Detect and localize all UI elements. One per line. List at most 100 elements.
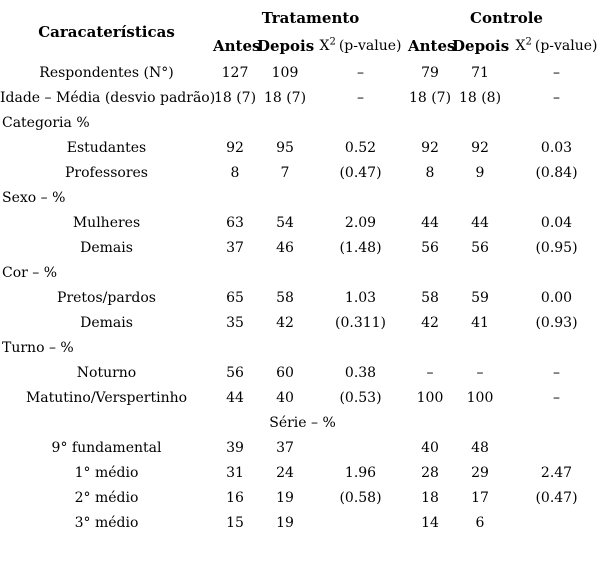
value-cell xyxy=(213,260,257,285)
table-row: 3° médio 15 19 14 6 xyxy=(0,510,605,535)
value-cell xyxy=(257,185,313,210)
value-cell: 58 xyxy=(421,289,439,306)
value-cell: 41 xyxy=(471,314,489,331)
value-cell: 18 xyxy=(421,489,439,506)
value-cell xyxy=(313,185,408,210)
value-cell: 6 xyxy=(475,514,485,531)
value-cell: 37 xyxy=(226,239,244,256)
value-cell: 15 xyxy=(226,514,244,531)
row-label: Categoria % xyxy=(2,114,90,131)
value-cell: 100 xyxy=(466,389,494,406)
value-cell: 8 xyxy=(230,164,240,181)
value-cell xyxy=(213,110,257,135)
row-label: 9° fundamental xyxy=(51,439,162,456)
value-cell: 18 (7) xyxy=(263,89,307,106)
chi-symbol: X xyxy=(515,38,526,54)
value-cell: 29 xyxy=(471,464,489,481)
table-row: Professores 8 7 (0.47) 8 9 (0.84) xyxy=(0,160,605,185)
value-cell: (0.311) xyxy=(335,314,387,331)
value-cell: 0.00 xyxy=(540,289,573,306)
value-cell xyxy=(313,110,408,135)
value-cell: 60 xyxy=(276,364,294,381)
value-cell xyxy=(313,260,408,285)
row-label: Pretos/pardos xyxy=(57,289,156,306)
value-cell: 17 xyxy=(471,489,489,506)
value-cell: 63 xyxy=(226,214,244,231)
value-cell: 19 xyxy=(276,514,294,531)
value-cell: 46 xyxy=(276,239,294,256)
value-cell xyxy=(213,185,257,210)
value-cell: 44 xyxy=(226,389,244,406)
value-cell xyxy=(508,335,605,360)
row-label: Professores xyxy=(65,164,148,181)
value-cell: 9 xyxy=(475,164,485,181)
value-cell xyxy=(408,260,452,285)
value-cell xyxy=(508,110,605,135)
value-cell: 56 xyxy=(421,239,439,256)
sub-header-row: Antes Depois X2 (p-value) Antes Depois X2… xyxy=(0,32,605,60)
value-cell: 92 xyxy=(421,139,439,156)
value-cell: 18 (8) xyxy=(458,89,502,106)
treatment-chi-pvalue-header: X2 (p-value) xyxy=(313,32,408,60)
value-cell: 127 xyxy=(221,64,249,81)
row-label: Sexo – % xyxy=(2,189,66,206)
value-cell xyxy=(452,110,508,135)
value-cell: 0.04 xyxy=(540,214,573,231)
treatment-antes-header: Antes xyxy=(213,37,261,55)
section-row: Categoria % xyxy=(0,110,605,135)
row-label: Matutino/Verspertinho xyxy=(25,389,188,406)
value-cell: 109 xyxy=(271,64,299,81)
value-cell xyxy=(508,185,605,210)
value-cell: (0.58) xyxy=(339,489,382,506)
table-row: Demais 37 46 (1.48) 56 56 (0.95) xyxy=(0,235,605,260)
value-cell: – xyxy=(357,64,364,81)
value-cell: 35 xyxy=(226,314,244,331)
section-row: Turno – % xyxy=(0,335,605,360)
value-cell: 2.47 xyxy=(540,464,573,481)
value-cell: 100 xyxy=(416,389,444,406)
value-cell: 8 xyxy=(425,164,435,181)
value-cell: – xyxy=(553,64,561,81)
value-cell: 42 xyxy=(276,314,294,331)
value-cell: 79 xyxy=(421,64,439,81)
value-cell: 24 xyxy=(276,464,294,481)
row-label: Cor – % xyxy=(2,264,58,281)
value-cell: 44 xyxy=(421,214,439,231)
value-cell: – xyxy=(357,89,364,106)
value-cell xyxy=(408,110,452,135)
value-cell xyxy=(452,185,508,210)
chi-superscript: 2 xyxy=(525,36,532,48)
control-chi-pvalue-header: X2 (p-value) xyxy=(508,32,605,60)
value-cell xyxy=(257,335,313,360)
row-label: 2° médio xyxy=(74,489,139,506)
value-cell: 56 xyxy=(471,239,489,256)
value-cell: 16 xyxy=(226,489,244,506)
pvalue-label: (p-value) xyxy=(534,38,598,54)
value-cell xyxy=(313,510,408,535)
value-cell: 2.09 xyxy=(344,214,377,231)
value-cell xyxy=(452,260,508,285)
table-row: Noturno 56 60 0.38 – – – xyxy=(0,360,605,385)
value-cell xyxy=(508,435,605,460)
value-cell: 58 xyxy=(276,289,294,306)
value-cell: 0.03 xyxy=(540,139,573,156)
value-cell: 65 xyxy=(226,289,244,306)
row-label: Demais xyxy=(80,239,133,256)
value-cell: 28 xyxy=(421,464,439,481)
value-cell xyxy=(508,260,605,285)
value-cell: 0.38 xyxy=(344,364,377,381)
table-row: Estudantes 92 95 0.52 92 92 0.03 xyxy=(0,135,605,160)
group-header-row: Caracaterísticas Tratamento Controle xyxy=(0,4,605,41)
value-cell: 1.96 xyxy=(344,464,377,481)
control-depois-header: Depois xyxy=(452,37,510,55)
value-cell: (0.47) xyxy=(339,164,382,181)
value-cell: 31 xyxy=(226,464,244,481)
chi-superscript: 2 xyxy=(329,36,336,48)
row-label: Mulheres xyxy=(72,214,141,231)
row-label: 3° médio xyxy=(74,514,139,531)
value-cell xyxy=(452,335,508,360)
statistics-table: Caracaterísticas Tratamento Controle Ant… xyxy=(0,4,605,535)
row-label: Turno – % xyxy=(2,339,74,356)
value-cell: 1.03 xyxy=(344,289,377,306)
row-label: Respondentes (N°) xyxy=(39,64,174,81)
